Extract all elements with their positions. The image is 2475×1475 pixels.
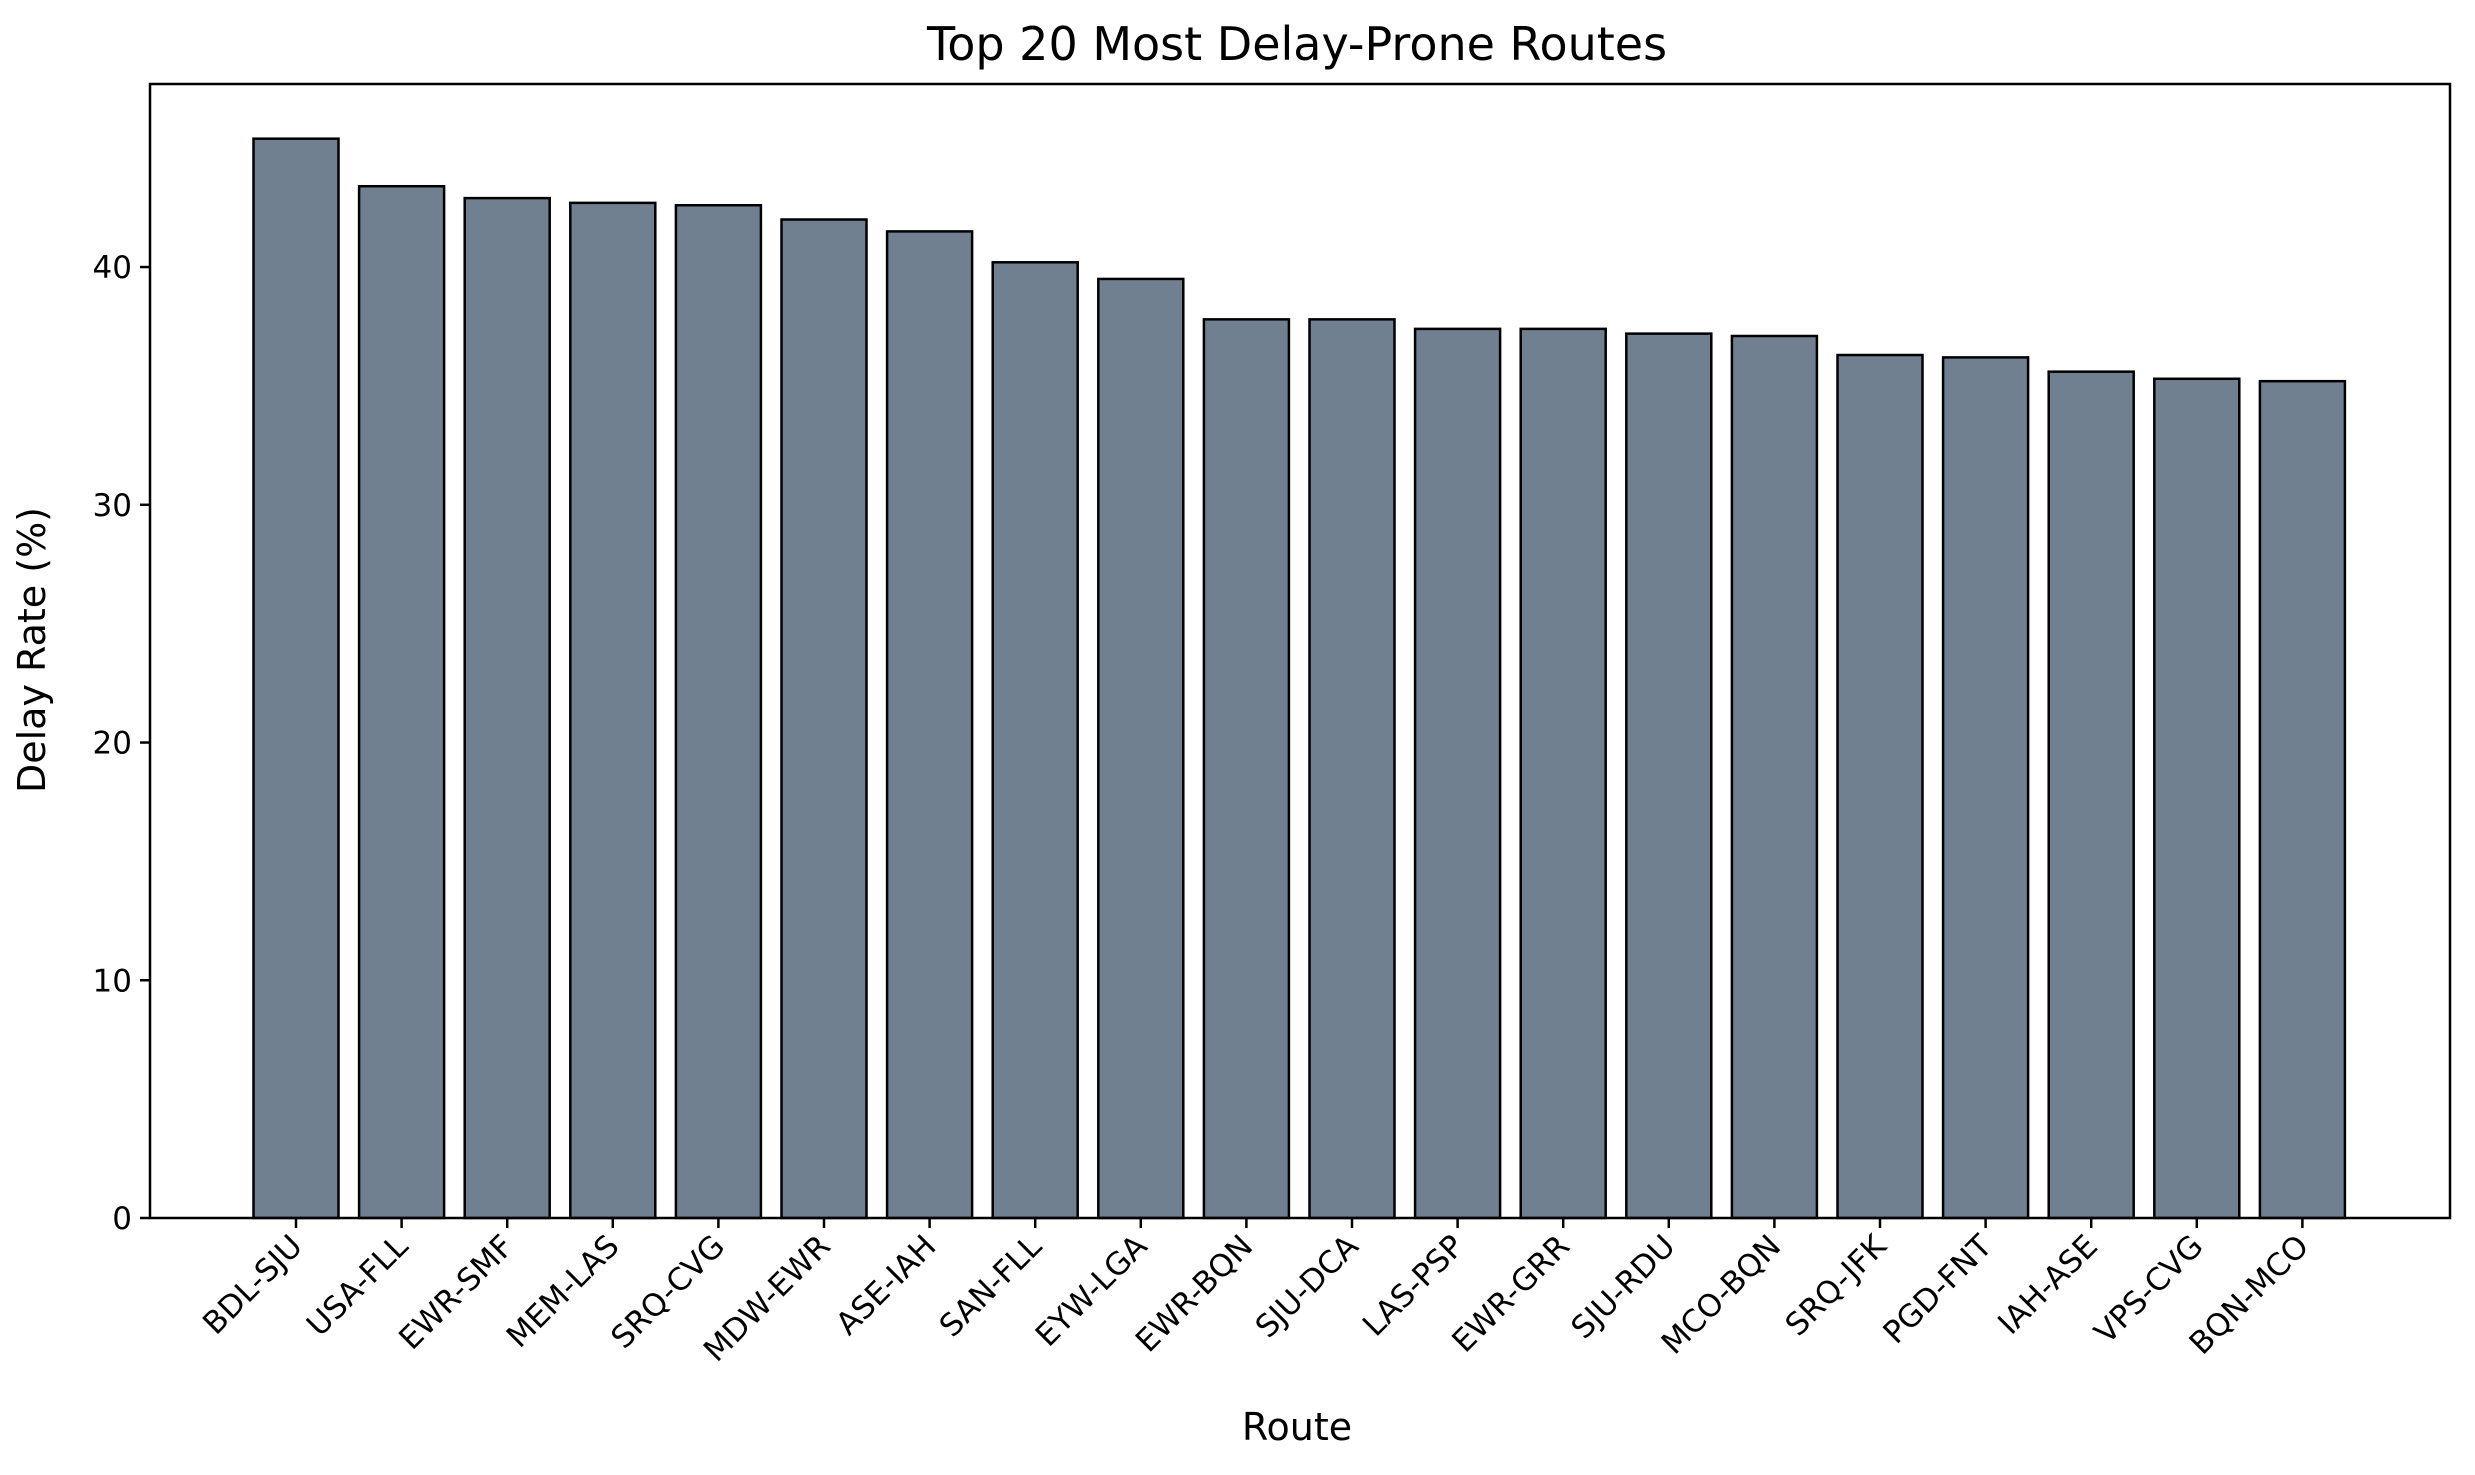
y-tick-label-40: 40 [93,250,132,286]
plot-area-frame [148,82,2452,1220]
x-tick-label-mem-las: MEM-LAS [500,1228,627,1355]
bar-mem-las [569,201,657,1220]
bar-eyw-lga [1097,277,1185,1220]
bar-pgd-fnt [1941,356,2030,1220]
bar-mco-bqn [1730,334,1819,1220]
bar-san-fll [991,261,1079,1220]
x-tick-label-sju-dca: SJU-DCA [1249,1228,1366,1345]
bar-ewr-grr [1519,327,1607,1220]
bars-layer [252,137,2347,1220]
y-axis-label: Delay Rate (%) [10,507,54,793]
y-tick-label-0: 0 [112,1201,132,1237]
y-tick-label-10: 10 [93,963,132,999]
bar-ewr-smf [463,196,551,1220]
x-tick-label-bdl-sju: BDL-SJU [196,1228,310,1342]
x-tick-label-pgd-fnt: PGD-FNT [1876,1227,2000,1351]
bar-usa-fll [357,184,446,1220]
x-axis-label: Route [1242,1405,1352,1449]
y-tick-label-20: 20 [93,726,132,762]
bar-bdl-sju [252,137,340,1220]
x-ticks-layer: BDL-SJUUSA-FLLEWR-SMFMEM-LASSRQ-CVGMDW-E… [196,1218,2316,1369]
bar-vps-cvg [2153,377,2241,1220]
y-tick-label-30: 30 [93,488,132,524]
bar-ewr-bqn [1202,318,1291,1220]
chart-title: Top 20 Most Delay-Prone Routes [926,17,1667,71]
x-tick-label-ase-iah: ASE-IAH [829,1228,943,1342]
bar-sju-dca [1308,318,1396,1220]
y-ticks-layer: 0 10 20 30 40 [93,250,150,1237]
bar-bqn-mco [2258,379,2347,1220]
x-tick-label-ewr-smf: EWR-SMF [392,1228,521,1357]
bar-ase-iah [885,230,974,1220]
bar-srq-jfk [1836,353,1924,1220]
bar-srq-cvg [674,204,763,1220]
bar-las-psp [1413,327,1502,1220]
bar-sju-rdu [1625,332,1713,1220]
bar-iah-ase [2047,370,2135,1220]
bar-mdw-ewr [780,218,868,1220]
